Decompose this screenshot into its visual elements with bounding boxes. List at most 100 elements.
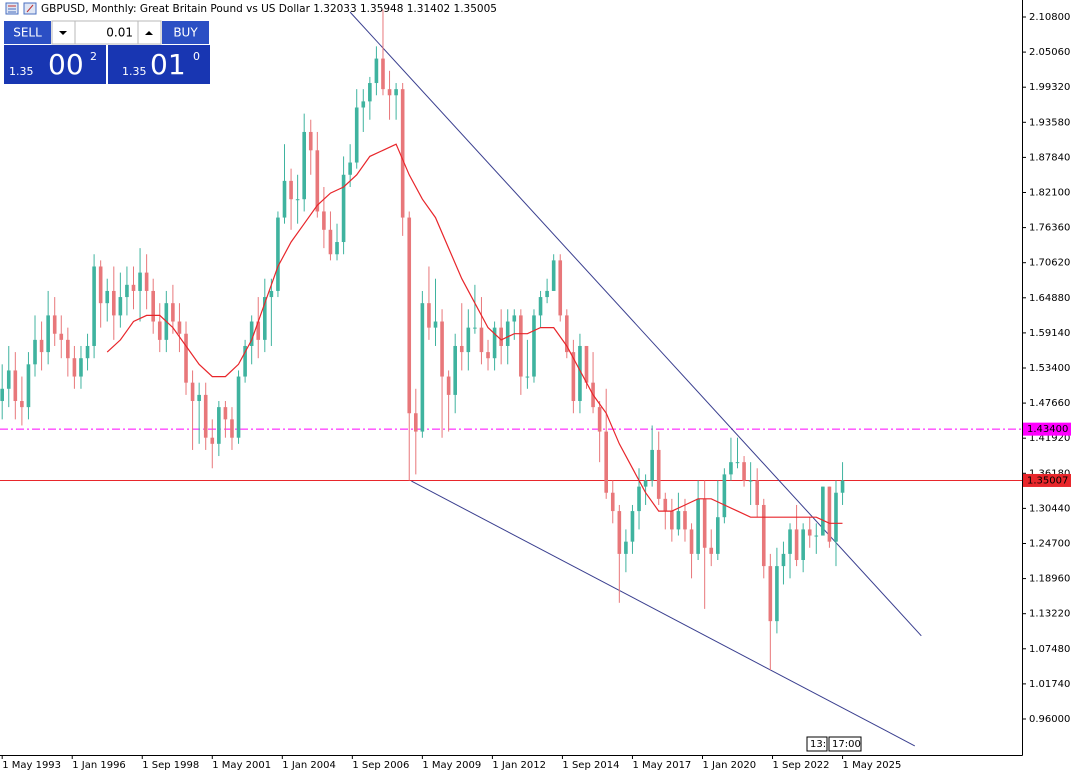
candle-body	[79, 358, 83, 377]
y-tick-label: 2.10800	[1029, 12, 1070, 23]
candle-body	[20, 401, 24, 408]
candle-body	[689, 529, 694, 554]
candle-body	[289, 180, 293, 200]
candle-body	[748, 480, 753, 482]
candle-body	[203, 394, 208, 438]
candle-body	[610, 492, 615, 512]
candle-body	[144, 272, 149, 291]
candle-body	[446, 376, 451, 395]
y-tick-label: 1.18960	[1029, 574, 1070, 585]
x-tick-label: 1 Jan 1996	[72, 760, 126, 771]
x-tick-label: 1 Sep 2006	[352, 760, 409, 771]
level-label-box	[1023, 422, 1071, 436]
candle-body	[821, 486, 825, 536]
candle-body	[46, 315, 50, 353]
candle-body	[663, 498, 668, 512]
candle-body	[131, 284, 136, 291]
candle-body	[761, 504, 766, 567]
axis-mask	[0, 755, 1076, 773]
sell-button[interactable]	[4, 21, 51, 44]
candle-body	[735, 462, 740, 464]
candle-body	[243, 345, 247, 377]
sell-price-pips: 00	[48, 48, 84, 81]
candle-body	[223, 407, 228, 420]
trendline	[349, 11, 922, 637]
candle-body	[624, 541, 628, 554]
candle-body	[578, 345, 582, 402]
candle-body	[558, 260, 563, 316]
candle-body	[807, 529, 812, 536]
level-label: 1.35007	[1027, 475, 1068, 486]
candle-body	[210, 437, 215, 444]
y-tick-label: 1.07480	[1029, 644, 1070, 655]
x-tick-label: 1 May 2017	[632, 760, 691, 771]
level-label: 1.43400	[1027, 424, 1068, 435]
y-tick-label: 2.05060	[1029, 47, 1070, 58]
candle-body	[6, 370, 11, 389]
time-label: 17:00	[832, 739, 861, 750]
y-tick-label: 1.82100	[1029, 187, 1070, 198]
candle-body	[453, 345, 458, 395]
candle-body	[814, 535, 819, 537]
y-tick-label: 1.36180	[1029, 468, 1070, 479]
candle-body	[617, 511, 622, 554]
buy-price-pips: 01	[150, 48, 186, 81]
candle-body	[775, 566, 779, 622]
candle-body	[308, 131, 313, 151]
x-tick-label: 1 Jan 2012	[492, 760, 546, 771]
candle-body	[368, 83, 372, 102]
sell-label: SELL	[13, 26, 42, 40]
sell-price-point: 2	[90, 50, 97, 63]
y-tick-label: 1.30440	[1029, 503, 1070, 514]
candle-body	[512, 315, 517, 322]
candle-body	[400, 89, 405, 218]
candle-body	[499, 327, 503, 346]
candle-body	[794, 529, 799, 560]
candle-body	[525, 376, 530, 378]
candle-body	[66, 339, 70, 359]
candle-body	[302, 131, 306, 200]
candle-body	[519, 315, 523, 377]
time-label: 13:	[810, 739, 826, 750]
candle-body	[630, 511, 635, 542]
candle-body	[361, 101, 366, 108]
icon-line	[26, 4, 34, 13]
candle-body	[834, 492, 838, 542]
candle-body	[670, 511, 674, 530]
candle-body	[584, 345, 589, 383]
x-tick-label: 1 May 1993	[2, 760, 61, 771]
candle-body	[387, 89, 392, 96]
candle-body	[683, 511, 687, 530]
candle-body	[59, 333, 64, 340]
candle-body	[190, 382, 195, 402]
candle-body	[427, 303, 431, 328]
y-tick-label: 1.59140	[1029, 328, 1070, 339]
candle-body	[742, 462, 746, 481]
buy-price-box[interactable]	[108, 45, 210, 84]
y-tick-label: 1.64880	[1029, 293, 1070, 304]
candle-body	[473, 327, 477, 329]
candle-body	[433, 321, 438, 328]
candle-body	[118, 297, 123, 316]
candle-body	[755, 480, 760, 505]
candle-body	[801, 529, 805, 560]
candle-body	[420, 303, 425, 432]
buy-label: BUY	[173, 26, 198, 40]
candle-body	[105, 290, 110, 304]
candle-body	[39, 339, 44, 353]
candle-body	[157, 321, 162, 340]
sell-price-box[interactable]	[4, 45, 106, 84]
candle-body	[545, 290, 549, 298]
candle-body	[354, 107, 359, 163]
candle-body	[13, 370, 18, 402]
candle-body	[72, 358, 77, 377]
y-tick-label: 1.53400	[1029, 363, 1070, 374]
y-tick-label: 1.93580	[1029, 117, 1070, 128]
candle-body	[466, 327, 471, 353]
moving-average	[106, 143, 843, 524]
y-tick-label: 0.96000	[1029, 714, 1070, 725]
buy-button[interactable]	[162, 21, 209, 44]
